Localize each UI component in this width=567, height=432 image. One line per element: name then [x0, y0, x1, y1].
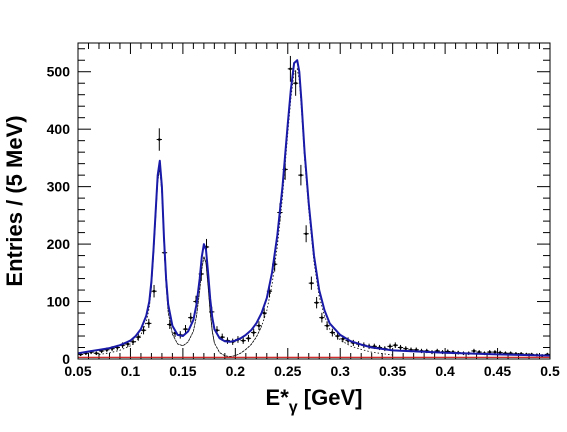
data-point	[403, 346, 409, 352]
data-marker	[252, 331, 255, 334]
data-marker	[137, 335, 140, 339]
data-marker	[315, 301, 318, 304]
x-tick-label: 0.2	[226, 363, 246, 379]
data-marker	[257, 324, 261, 327]
x-axis-title-unit: [GeV]	[298, 385, 363, 410]
x-tick-label: 0.1	[121, 363, 141, 379]
data-marker	[147, 322, 151, 325]
data-point	[125, 341, 131, 347]
data-point	[293, 70, 299, 96]
data-marker	[294, 81, 297, 85]
y-tick-labels: 0 100 200 300 400 500	[47, 64, 71, 367]
x-tick-label: 0.35	[379, 363, 406, 379]
data-marker	[126, 342, 130, 346]
data-marker	[157, 138, 161, 141]
data-point	[146, 318, 152, 328]
data-point	[240, 337, 246, 344]
y-tick-label: 400	[47, 121, 71, 137]
data-point	[251, 328, 257, 337]
total-fit-line	[77, 59, 551, 357]
x-axis-title: E*γ [GeV]	[266, 385, 363, 416]
data-marker	[131, 340, 135, 344]
plot-frame	[77, 42, 551, 360]
data-point	[156, 128, 162, 151]
data-point	[188, 312, 194, 323]
data-points	[78, 55, 550, 357]
component-curves	[98, 67, 393, 358]
data-point	[303, 225, 309, 243]
y-tick-label: 500	[47, 64, 71, 80]
data-point	[298, 164, 304, 186]
data-point	[130, 338, 136, 345]
data-marker	[320, 316, 324, 319]
data-marker	[247, 337, 250, 340]
data-point	[245, 334, 252, 342]
x-tick-labels: 0.05 0.1 0.15 0.2 0.25 0.3 0.35 0.4 0.45 0.5	[64, 363, 560, 379]
x-tick-label: 0.05	[64, 363, 91, 379]
data-point	[182, 324, 189, 334]
data-point	[497, 350, 503, 355]
y-axis-title: Entries / (5 MeV)	[2, 115, 27, 286]
data-marker	[262, 311, 266, 315]
data-marker	[142, 328, 145, 332]
x-tick-label: 0.5	[540, 363, 560, 379]
data-marker	[152, 289, 156, 293]
data-marker	[393, 343, 397, 347]
data-marker	[472, 349, 476, 353]
data-point	[392, 342, 398, 349]
x-tick-label: 0.25	[274, 363, 301, 379]
data-point	[319, 312, 325, 323]
data-point	[314, 297, 320, 309]
x-tick-label: 0.4	[435, 363, 455, 379]
x-tick-label: 0.45	[484, 363, 511, 379]
data-marker	[336, 334, 339, 338]
data-point	[135, 333, 141, 341]
data-marker	[341, 337, 345, 341]
data-point	[93, 351, 99, 356]
data-marker	[498, 351, 502, 354]
data-marker	[493, 350, 497, 354]
data-marker	[95, 351, 98, 355]
data-marker	[189, 316, 193, 319]
data-point	[140, 326, 147, 335]
data-marker	[325, 324, 329, 327]
x-axis-title-subscript: γ	[289, 399, 298, 416]
data-marker	[304, 232, 308, 236]
data-point	[287, 55, 294, 82]
data-point	[329, 328, 335, 337]
data-point	[324, 321, 330, 331]
data-marker	[310, 281, 313, 285]
y-tick-label: 0	[62, 351, 70, 367]
fit-curve	[77, 59, 551, 357]
data-marker	[184, 327, 187, 331]
data-point	[471, 348, 477, 354]
y-tick-label: 300	[47, 179, 71, 195]
data-marker	[299, 173, 303, 177]
data-marker	[168, 323, 172, 326]
data-point	[308, 276, 314, 290]
data-point	[397, 344, 404, 351]
data-marker	[399, 346, 402, 349]
data-marker	[241, 339, 245, 342]
data-marker	[477, 350, 481, 354]
x-tick-label: 0.3	[330, 363, 350, 379]
data-point	[151, 284, 157, 298]
data-point	[256, 321, 262, 331]
data-point	[334, 332, 341, 340]
data-marker	[289, 67, 292, 71]
x-axis-title-main: E*	[266, 385, 290, 410]
y-tick-label: 100	[47, 294, 71, 310]
data-marker	[388, 345, 392, 348]
data-marker	[331, 331, 334, 334]
data-point	[387, 343, 393, 350]
x-tick-label: 0.15	[169, 363, 196, 379]
data-marker	[488, 350, 491, 354]
component-peak-curve	[203, 67, 393, 358]
axis-ticks	[77, 43, 551, 360]
data-marker	[220, 335, 224, 339]
y-tick-label: 200	[47, 236, 71, 252]
data-marker	[404, 347, 408, 350]
